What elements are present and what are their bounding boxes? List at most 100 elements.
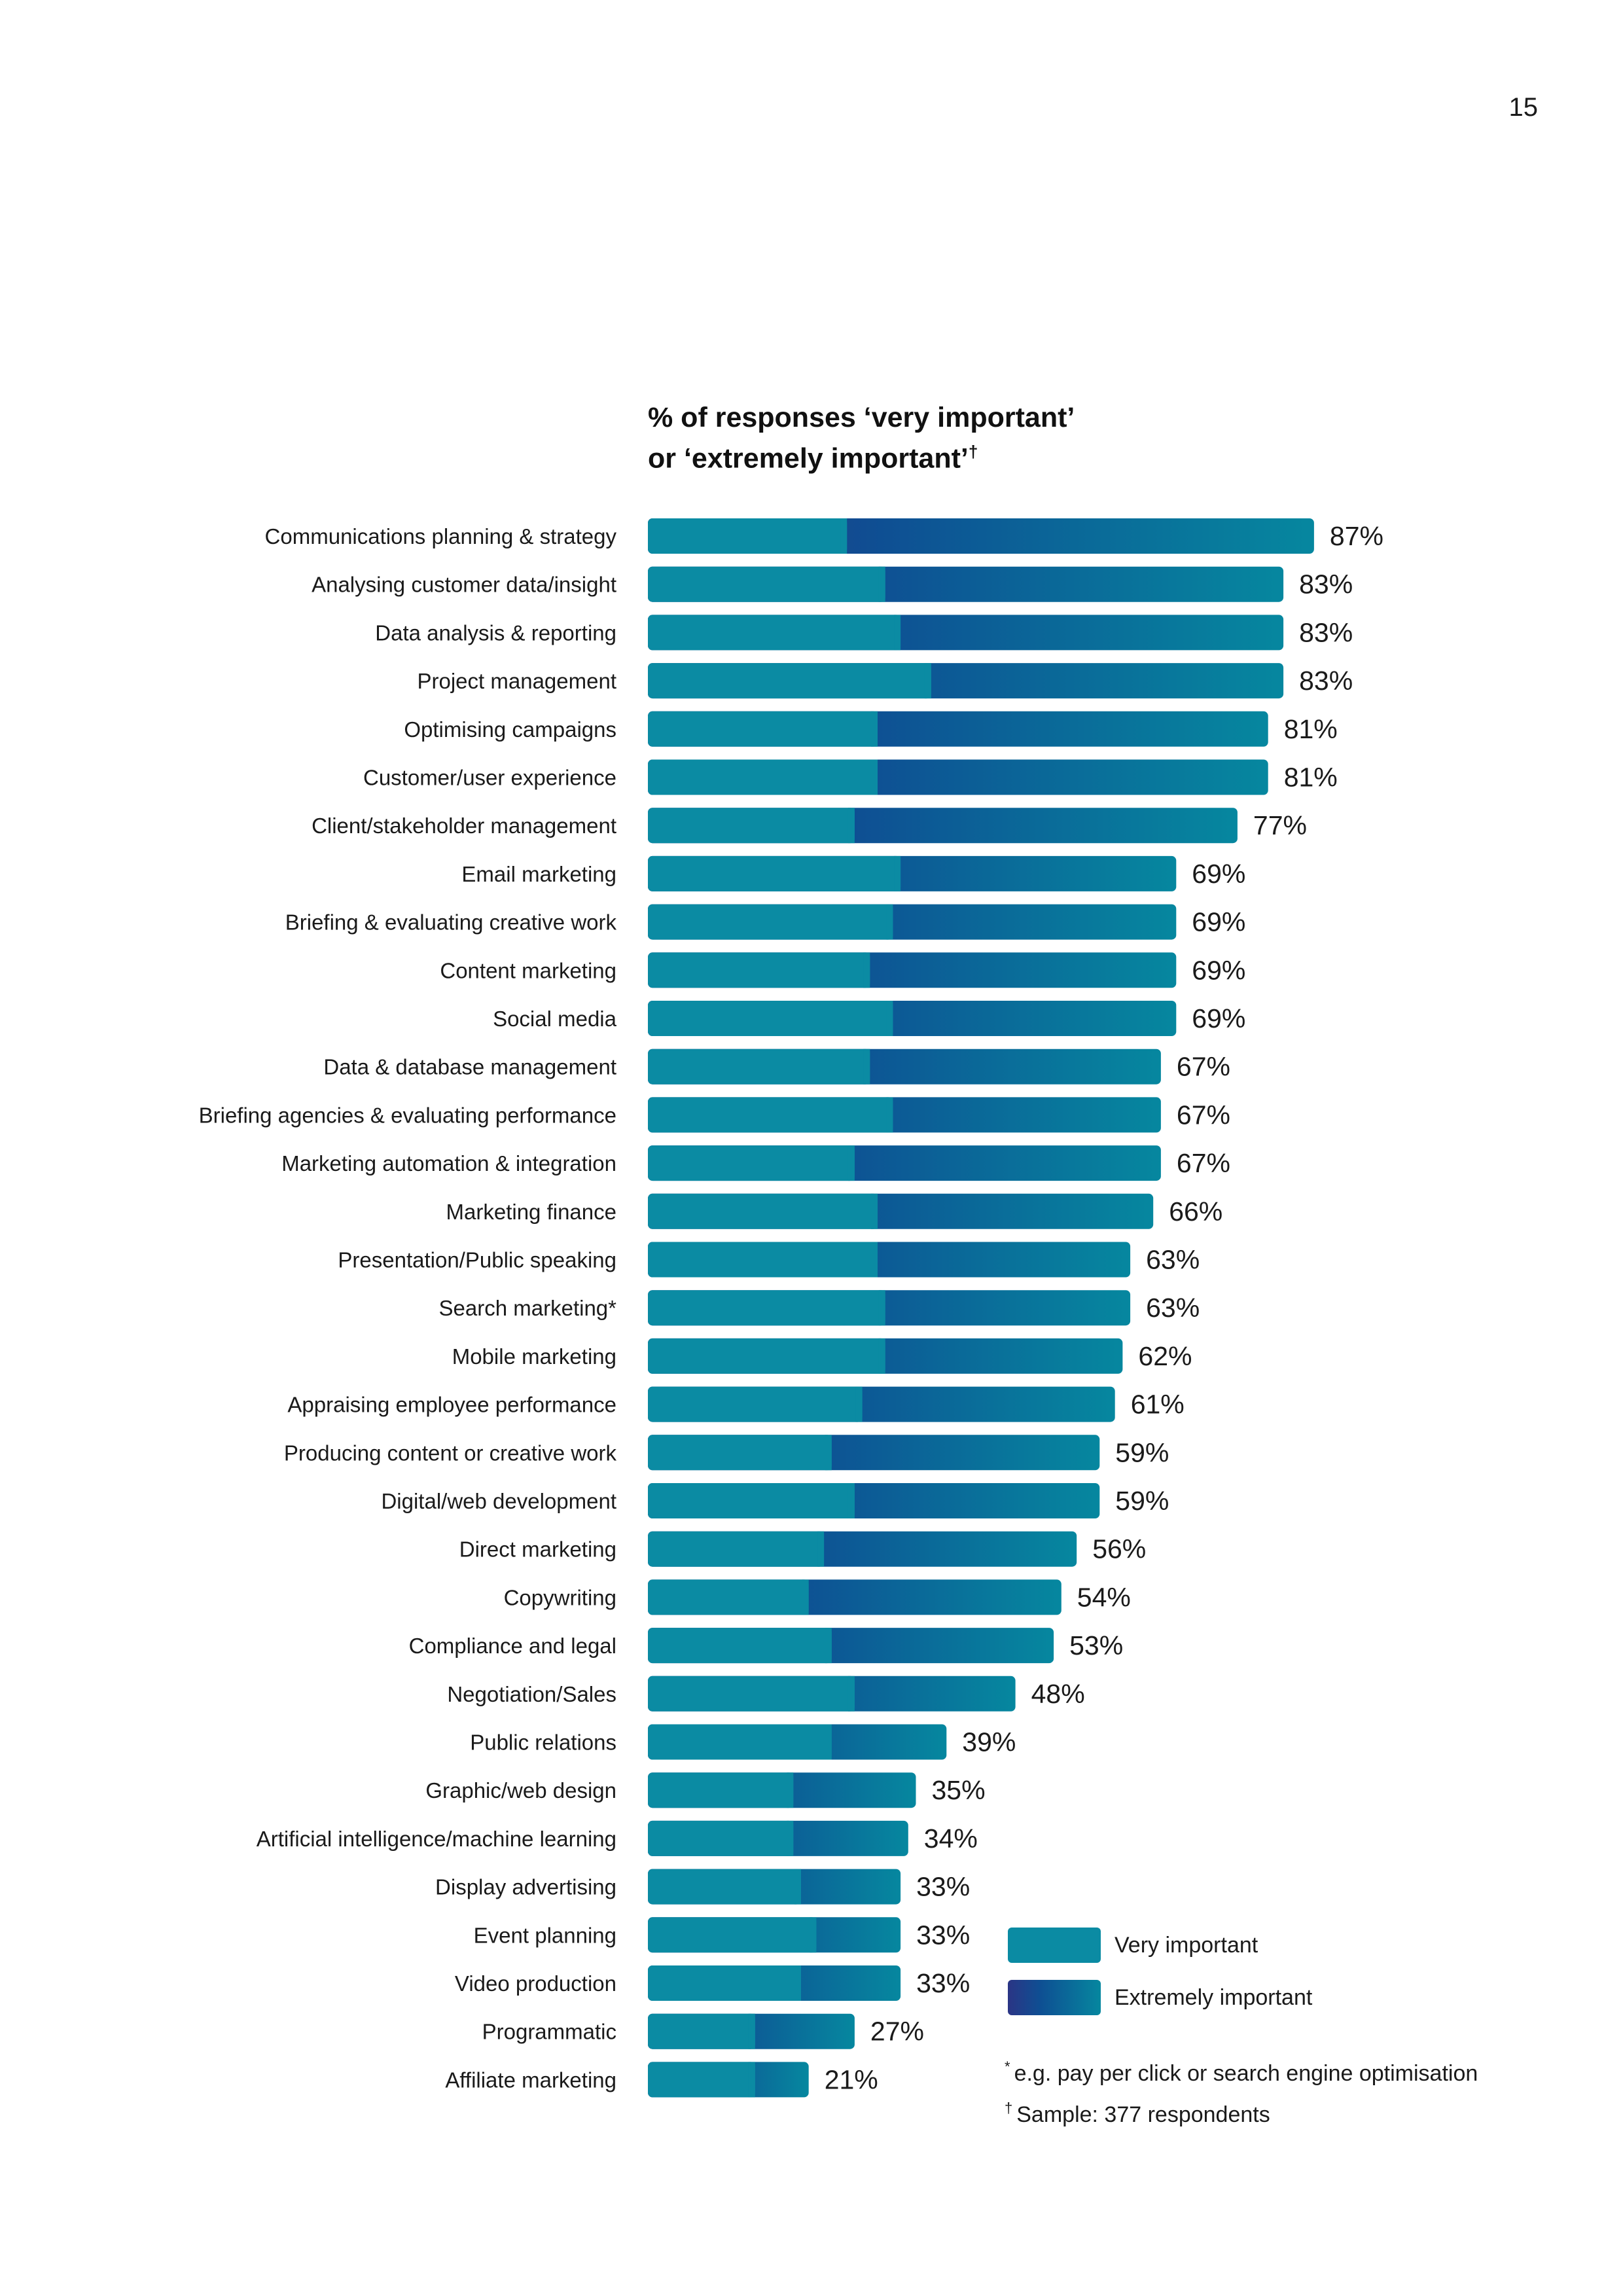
category-label: Briefing & evaluating creative work <box>285 910 617 935</box>
category-label: Email marketing <box>461 862 616 886</box>
page-number: 15 <box>1508 93 1539 122</box>
data-label: 21% <box>825 2064 878 2094</box>
category-label: Marketing finance <box>446 1200 616 1224</box>
data-label: 34% <box>924 1823 978 1854</box>
bar-segment-very-important-edge <box>794 1965 801 2001</box>
bar-row-content-marketing: Content marketing 69% <box>440 952 1245 988</box>
bar-segment-very-important-edge <box>894 615 901 651</box>
bar-segment-very-important-edge <box>894 855 901 891</box>
bar-row-presentation-public-speaking: Presentation/Public speaking 63% <box>338 1242 1200 1278</box>
bar-segment-very-important-edge <box>878 566 885 602</box>
category-label: Customer/user experience <box>363 766 616 790</box>
bar-row-programmatic: Programmatic 27% <box>482 2013 924 2049</box>
bar-row-artificial-intelligence-machine-learning: Artificial intelligence/machine learning… <box>257 1820 978 1856</box>
data-label: 33% <box>916 1920 970 1950</box>
category-label: Negotiation/Sales <box>447 1682 616 1706</box>
footnote-mark: * <box>1005 2058 1010 2075</box>
bar-segment-very-important <box>648 1097 893 1133</box>
bar-segment-very-important-edge <box>855 1386 863 1422</box>
bar-row-communications-planning-strategy: Communications planning & strategy 87% <box>265 518 1383 554</box>
bar-segment-very-important <box>648 1676 855 1712</box>
data-label: 56% <box>1092 1534 1146 1564</box>
legend-label-very-important: Very important <box>1115 1933 1258 1958</box>
footnote: * e.g. pay per click or search engine opt… <box>1005 2058 1478 2087</box>
bar-row-appraising-employee-performance: Appraising employee performance 61% <box>287 1386 1185 1422</box>
category-label: Copywriting <box>504 1585 616 1609</box>
category-label: Marketing automation & integration <box>281 1151 616 1175</box>
category-label: Direct marketing <box>459 1537 616 1562</box>
bar-segment-very-important <box>648 1917 817 1953</box>
category-label: Appraising employee performance <box>287 1393 616 1417</box>
category-label: Data analysis & reporting <box>375 620 616 645</box>
category-label: Graphic/web design <box>425 1778 616 1803</box>
bar-row-mobile-marketing: Mobile marketing 62% <box>452 1338 1192 1374</box>
bar-segment-very-important-edge <box>847 1483 855 1518</box>
legend-item-extremely-important: Extremely important <box>1008 1980 1531 2017</box>
data-label: 54% <box>1077 1582 1131 1612</box>
bar-segment-very-important-edge <box>886 1001 893 1036</box>
bar-row-optimising-campaigns: Optimising campaigns 81% <box>404 711 1338 747</box>
bar-segment-very-important-edge <box>748 2062 755 2098</box>
bar-segment-very-important-edge <box>871 1242 878 1278</box>
bar-segment-very-important <box>648 952 870 988</box>
bar-segment-very-important <box>648 1193 878 1229</box>
bar-segment-very-important <box>648 2062 755 2098</box>
bar-row-negotiation-sales: Negotiation/Sales 48% <box>447 1676 1085 1712</box>
category-label: Optimising campaigns <box>404 717 616 742</box>
bar-segment-very-important-edge <box>886 904 893 940</box>
category-label: Display advertising <box>435 1875 616 1899</box>
bar-segment-very-important-edge <box>825 1628 832 1664</box>
bar-segment-very-important <box>648 808 855 844</box>
category-label: Search marketing* <box>439 1296 617 1320</box>
bar-row-marketing-finance: Marketing finance 66% <box>446 1193 1222 1229</box>
data-label: 83% <box>1299 617 1353 647</box>
bar-segment-very-important <box>648 1820 794 1856</box>
bar-segment-very-important-edge <box>825 1435 832 1471</box>
bar-segment-very-important <box>648 2013 755 2049</box>
bar-segment-very-important <box>648 904 893 940</box>
bar-row-data-database-management: Data & database management 67% <box>323 1049 1230 1085</box>
data-label: 69% <box>1192 1003 1245 1033</box>
bar-row-graphic-web-design: Graphic/web design 35% <box>425 1772 986 1808</box>
bar-row-digital-web-development: Digital/web development 59% <box>381 1483 1169 1518</box>
bar-row-copywriting: Copywriting 54% <box>504 1579 1131 1615</box>
data-label: 69% <box>1192 955 1245 985</box>
bar-row-search-marketing: Search marketing* 63% <box>439 1290 1200 1326</box>
bar-row-briefing-evaluating-creative-work: Briefing & evaluating creative work 69% <box>285 904 1245 940</box>
bar-segment-very-important <box>648 566 885 602</box>
bar-segment-very-important <box>648 711 878 747</box>
bar-segment-very-important-edge <box>787 1772 794 1808</box>
sample-text: Sample: 377 respondents <box>1016 2102 1270 2127</box>
data-label: 83% <box>1299 666 1353 696</box>
data-label: 67% <box>1177 1100 1230 1130</box>
category-label: Data & database management <box>323 1055 616 1079</box>
bar-segment-very-important-edge <box>871 711 878 747</box>
bar-segment-very-important-edge <box>878 1290 885 1326</box>
data-label: 27% <box>870 2017 924 2047</box>
bar-segment-very-important <box>648 1338 885 1374</box>
bar-segment-very-important <box>648 1242 878 1278</box>
bar-row-public-relations: Public relations 39% <box>470 1724 1016 1760</box>
data-label: 33% <box>916 1872 970 1902</box>
category-label: Public relations <box>470 1731 616 1755</box>
category-label: Artificial intelligence/machine learning <box>257 1827 616 1851</box>
category-label: Project management <box>418 669 617 693</box>
bar-row-email-marketing: Email marketing 69% <box>461 855 1245 891</box>
bar-segment-very-important <box>648 1965 801 2001</box>
category-label: Communications planning & strategy <box>265 524 617 548</box>
bar-segment-very-important-edge <box>863 1049 870 1085</box>
bar-row-producing-content-or-creative-work: Producing content or creative work 59% <box>284 1435 1169 1471</box>
category-label: Social media <box>493 1007 617 1031</box>
bar-segment-very-important <box>648 1772 794 1808</box>
data-label: 87% <box>1330 521 1383 551</box>
category-label: Briefing agencies & evaluating performan… <box>199 1103 616 1127</box>
legend-item-very-important: Very important <box>1008 1928 1531 1964</box>
legend-swatch-extremely-important <box>1008 1980 1101 2015</box>
category-label: Video production <box>455 1971 616 1996</box>
data-label: 77% <box>1253 810 1307 840</box>
data-label: 81% <box>1284 714 1338 744</box>
chart-title: % of responses ‘very important’ or ‘extr… <box>648 401 1302 475</box>
sample-mark: † <box>1005 2100 1013 2116</box>
bar-segment-very-important-edge <box>825 1724 832 1760</box>
data-label: 53% <box>1069 1630 1123 1660</box>
